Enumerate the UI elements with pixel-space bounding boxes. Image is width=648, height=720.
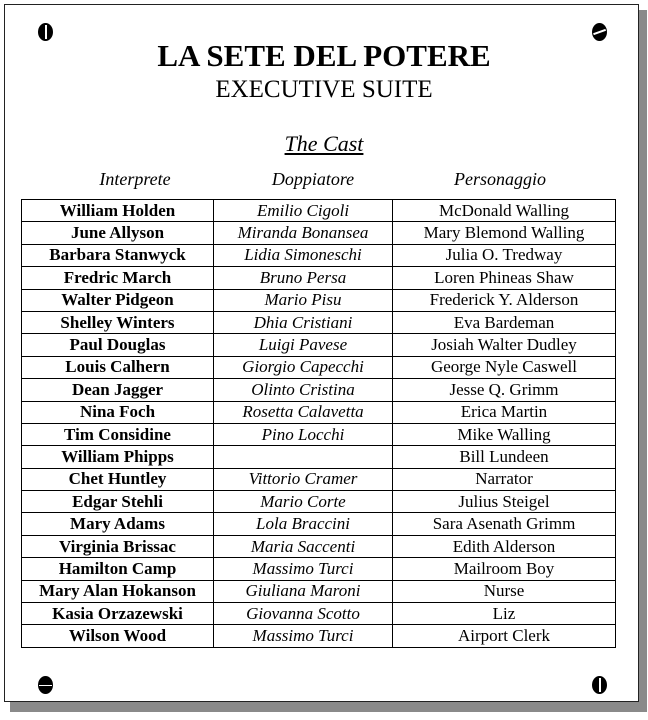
character-cell: Frederick Y. Alderson <box>392 288 616 312</box>
character-cell: Liz <box>392 602 616 626</box>
dubber-cell: Mario Pisu <box>213 288 393 312</box>
actor-cell: Louis Calhern <box>21 355 214 380</box>
actor-cell: Tim Considine <box>21 422 214 447</box>
actor-cell: Mary Adams <box>21 512 214 536</box>
character-cell: Mailroom Boy <box>392 557 616 581</box>
dubber-cell: Lidia Simoneschi <box>213 243 393 268</box>
dubber-cell: Massimo Turci <box>213 624 393 648</box>
dubber-cell: Bruno Persa <box>213 266 393 290</box>
actor-cell: June Allyson <box>21 221 214 245</box>
character-cell: Loren Phineas Shaw <box>392 266 616 290</box>
dubber-cell: Pino Locchi <box>213 422 393 447</box>
table-row: Tim Considine Pino Locchi Mike Walling <box>21 422 616 447</box>
dubber-cell <box>213 445 393 469</box>
table-row: Kasia Orzazewski Giovanna Scotto Liz <box>21 602 616 626</box>
title: LA SETE DEL POTERE <box>157 38 491 73</box>
actor-cell: William Holden <box>21 198 214 223</box>
table-row: Barbara Stanwyck Lidia Simoneschi Julia O.… <box>21 243 616 268</box>
dubber-cell: Mario Corte <box>213 490 393 514</box>
actor-cell: Shelley Winters <box>21 310 214 335</box>
actor-cell: Edgar Stehli <box>21 490 214 514</box>
table-row: Edgar Stehli Mario Corte Julius Steigel <box>21 490 616 514</box>
table-row: William Holden Emilio Cigoli McDonald Wall… <box>21 198 616 223</box>
table-row: Paul Douglas Luigi Pavese Josiah Walter Du… <box>21 333 616 357</box>
table-row: Shelley Winters Dhia Cristiani Eva Bardema… <box>21 310 616 335</box>
subtitle: EXECUTIVE SUITE <box>215 76 433 103</box>
column-header-personaggio: Personaggio <box>454 169 546 189</box>
actor-cell: Nina Foch <box>21 400 214 424</box>
character-cell: Josiah Walter Dudley <box>392 333 616 357</box>
actor-cell: Dean Jagger <box>21 378 214 402</box>
character-cell: Eva Bardeman <box>392 310 616 335</box>
character-cell: Mike Walling <box>392 422 616 447</box>
table-row: Nina Foch Rosetta Calavetta Erica Martin <box>21 400 616 424</box>
dubber-cell: Giuliana Maroni <box>213 579 393 604</box>
dubber-cell: Giorgio Capecchi <box>213 355 393 380</box>
dubber-cell: Lola Braccini <box>213 512 393 536</box>
dubber-cell: Miranda Bonansea <box>213 221 393 245</box>
character-cell: McDonald Walling <box>392 198 616 223</box>
character-cell: Jesse Q. Grimm <box>392 378 616 402</box>
screw-icon <box>592 23 607 41</box>
actor-cell: Walter Pidgeon <box>21 288 214 312</box>
table-row: Louis Calhern Giorgio Capecchi George Nyle… <box>21 355 616 380</box>
character-cell: Nurse <box>392 579 616 604</box>
column-header-interprete: Interprete <box>99 169 171 189</box>
actor-cell: Virginia Brissac <box>21 534 214 559</box>
screw-icon <box>38 676 53 694</box>
character-cell: Julius Steigel <box>392 490 616 514</box>
actor-cell: Hamilton Camp <box>21 557 214 581</box>
character-cell: Narrator <box>392 467 616 492</box>
character-cell: Erica Martin <box>392 400 616 424</box>
character-cell: Edith Alderson <box>392 534 616 559</box>
table-row: Virginia Brissac Maria Saccenti Edith Alde… <box>21 534 616 559</box>
dubber-cell: Rosetta Calavetta <box>213 400 393 424</box>
table-row: Hamilton Camp Massimo Turci Mailroom Boy <box>21 557 616 581</box>
table-row: Chet Huntley Vittorio Cramer Narrator <box>21 467 616 492</box>
character-cell: Julia O. Tredway <box>392 243 616 268</box>
table-row: Wilson Wood Massimo Turci Airport Clerk <box>21 624 616 648</box>
character-cell: Mary Blemond Walling <box>392 221 616 245</box>
actor-cell: Mary Alan Hokanson <box>21 579 214 604</box>
table-row: Walter Pidgeon Mario Pisu Frederick Y. Ald… <box>21 288 616 312</box>
cast-table: William Holden Emilio Cigoli McDonald Wall… <box>21 198 616 648</box>
table-row: June Allyson Miranda Bonansea Mary Blemond… <box>21 221 616 245</box>
actor-cell: Fredric March <box>21 266 214 290</box>
dubber-cell: Massimo Turci <box>213 557 393 581</box>
actor-cell: William Phipps <box>21 445 214 469</box>
actor-cell: Chet Huntley <box>21 467 214 492</box>
table-row: Fredric March Bruno Persa Loren Phineas Sh… <box>21 266 616 290</box>
dubber-cell: Vittorio Cramer <box>213 467 393 492</box>
character-cell: Bill Lundeen <box>392 445 616 469</box>
dubber-cell: Maria Saccenti <box>213 534 393 559</box>
screw-icon <box>38 23 53 41</box>
actor-cell: Paul Douglas <box>21 333 214 357</box>
actor-cell: Kasia Orzazewski <box>21 602 214 626</box>
column-header-doppiatore: Doppiatore <box>271 169 355 189</box>
character-cell: George Nyle Caswell <box>392 355 616 380</box>
screw-icon <box>592 676 607 694</box>
dubber-cell: Emilio Cigoli <box>213 198 393 223</box>
character-cell: Airport Clerk <box>392 624 616 648</box>
table-row: Dean Jagger Olinto Cristina Jesse Q. Grimm <box>21 378 616 402</box>
table-row: Mary Alan Hokanson Giuliana Maroni Nurse <box>21 579 616 604</box>
dubber-cell: Olinto Cristina <box>213 378 393 402</box>
dubber-cell: Giovanna Scotto <box>213 602 393 626</box>
dubber-cell: Luigi Pavese <box>213 333 393 357</box>
table-row: Mary Adams Lola Braccini Sara Asenath Grim… <box>21 512 616 536</box>
dubber-cell: Dhia Cristiani <box>213 310 393 335</box>
section-heading: The Cast <box>0 131 648 157</box>
character-cell: Sara Asenath Grimm <box>392 512 616 536</box>
actor-cell: Wilson Wood <box>21 624 214 648</box>
table-row: William Phipps Bill Lundeen <box>21 445 616 469</box>
section-heading-text: The Cast <box>284 131 364 156</box>
actor-cell: Barbara Stanwyck <box>21 243 214 268</box>
